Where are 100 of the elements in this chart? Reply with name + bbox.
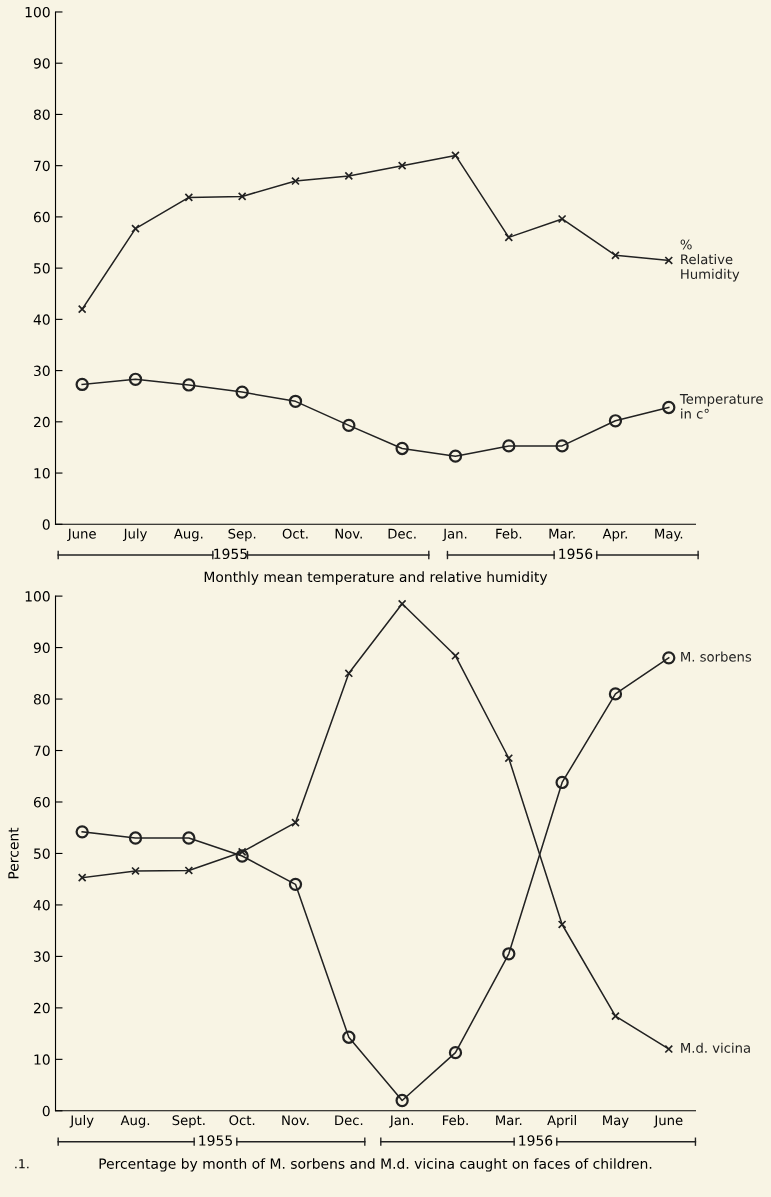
point [504, 753, 514, 763]
point [448, 1045, 463, 1060]
y-tick-label: 70 [34, 160, 50, 172]
y-tick-label: 30 [34, 365, 50, 377]
x-tick-label: April [547, 1114, 576, 1128]
point [182, 378, 196, 392]
x-tick-label: Aug. [173, 528, 203, 542]
point [184, 193, 194, 202]
x-tick-label: Aug. [120, 1115, 150, 1128]
x-tick-label: Sept. [172, 1115, 205, 1128]
point [291, 818, 300, 827]
x-tick-label: May. [655, 528, 683, 542]
x-tick-label: July [69, 1114, 94, 1128]
y-tick-label: 80 [33, 109, 50, 120]
point [555, 775, 569, 790]
x-tick-label: Mar. [549, 528, 575, 539]
y-tick-label: 30 [34, 951, 50, 962]
y-tick-label: 20 [34, 416, 50, 428]
point [451, 151, 460, 160]
point [608, 687, 623, 701]
point [557, 214, 567, 224]
point [664, 1044, 674, 1054]
point [182, 831, 196, 845]
y-tick-label: 100 [25, 6, 50, 18]
point [342, 418, 356, 433]
point [344, 669, 354, 678]
y-tick-label: 70 [34, 745, 50, 756]
text: 1956 [559, 548, 593, 560]
point [342, 1030, 356, 1044]
y-tick-label: 60 [33, 211, 50, 223]
x-tick-label: Mar. [496, 1115, 522, 1126]
point [75, 377, 89, 392]
y-tick-label: 0 [42, 1105, 50, 1117]
series-label: M.d. vicina [681, 1042, 750, 1053]
point [555, 439, 569, 453]
x-tick-label: Feb. [496, 528, 522, 539]
y-tick-label: 20 [34, 1002, 50, 1014]
y-tick-label: 60 [33, 796, 50, 808]
point [662, 400, 676, 415]
series-label: M. sorbens [681, 651, 752, 662]
y-tick-label: 100 [25, 591, 50, 602]
point [131, 866, 140, 876]
point [128, 372, 143, 386]
text: 1955 [199, 1135, 232, 1146]
x-tick-label: July [122, 528, 147, 542]
point [662, 651, 676, 665]
point [557, 920, 567, 929]
x-tick-label: Nov. [282, 1115, 309, 1126]
y-tick-label: 10 [34, 1054, 50, 1065]
point [237, 847, 247, 857]
point [77, 873, 87, 882]
text: Monthly mean temperature and relative humidity [204, 571, 548, 585]
point [395, 1093, 409, 1108]
point [502, 439, 516, 453]
x-tick-label: Oct. [282, 528, 308, 539]
y-axis-title: Percent [8, 827, 19, 879]
text: 1956 [519, 1135, 553, 1146]
y-tick-label: 50 [34, 848, 50, 859]
point [502, 947, 516, 961]
point [128, 831, 143, 845]
point [448, 449, 463, 463]
x-tick-label: Nov. [335, 528, 362, 539]
x-tick-label: Dec. [335, 1115, 363, 1126]
y-tick-label: 0 [42, 519, 50, 530]
x-tick-label: Feb. [442, 1114, 468, 1126]
y-tick-label: 80 [33, 694, 50, 705]
point [235, 385, 249, 399]
point [288, 877, 303, 892]
x-tick-label: June [653, 1115, 683, 1128]
y-tick-label: 10 [34, 468, 50, 479]
x-tick-label: Dec. [388, 528, 416, 539]
point [131, 224, 140, 233]
text: 1955 [214, 548, 247, 560]
point [451, 651, 460, 661]
point [184, 866, 194, 875]
point [397, 599, 407, 609]
y-tick-label: 50 [34, 263, 50, 274]
point [608, 414, 623, 428]
point [235, 849, 249, 863]
series-label: % Relative Humidity [680, 239, 740, 282]
x-tick-label: Oct. [229, 1115, 255, 1126]
point [291, 176, 300, 186]
point [611, 251, 620, 260]
point [75, 825, 89, 839]
x-tick-label: Apr. [602, 528, 627, 542]
point [77, 304, 87, 314]
point [395, 441, 409, 456]
point [664, 256, 674, 265]
point [237, 192, 247, 201]
x-tick-label: Jan. [389, 1115, 413, 1128]
text: .1. [15, 1159, 29, 1169]
point [611, 1011, 620, 1021]
y-tick-label: 90 [33, 58, 50, 69]
x-tick-label: May [603, 1115, 629, 1128]
text: Percentage by month of M. sorbens and M.d. vicina caught on faces of children. [99, 1158, 652, 1172]
x-tick-label: Jan. [442, 528, 467, 542]
y-tick-label: 90 [33, 642, 50, 654]
x-tick-label: Sep. [228, 528, 256, 542]
y-tick-label: 40 [33, 899, 50, 911]
point [344, 171, 354, 181]
